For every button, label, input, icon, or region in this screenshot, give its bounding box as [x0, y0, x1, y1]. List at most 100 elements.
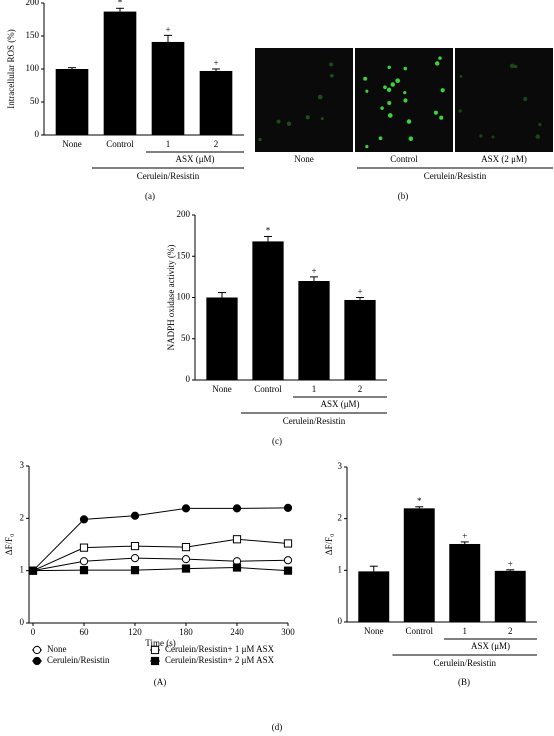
point	[79, 566, 89, 575]
significance-mark: +	[357, 287, 362, 297]
significance-mark: +	[213, 58, 218, 68]
cell-fluorescence	[329, 62, 333, 67]
bar	[55, 69, 89, 135]
y-tick-label: 150	[26, 30, 40, 40]
point	[232, 535, 242, 544]
bar	[199, 70, 233, 135]
x-tick-label: 2	[214, 139, 219, 149]
x-tick-label: 2	[358, 384, 363, 394]
y-tick-label: 50	[181, 333, 191, 343]
significance-mark: +	[311, 266, 316, 276]
significance-mark: +	[462, 531, 467, 541]
y-tick-label: 100	[177, 292, 191, 302]
x-tick-label: 60	[80, 627, 90, 637]
point	[79, 515, 89, 524]
y-tick-label: 50	[30, 96, 40, 106]
cell-fluorescence	[386, 87, 392, 92]
y-tick-label: 0	[20, 617, 25, 627]
y-tick-label: 1	[20, 565, 25, 575]
point	[181, 504, 191, 513]
cell-fluorescence	[317, 94, 323, 100]
group-label: Cerulein/Resistin	[137, 171, 200, 181]
series-line	[32, 507, 289, 572]
cell-fluorescence	[365, 145, 369, 149]
y-tick-label: 0	[186, 374, 191, 384]
cell-fluorescence	[258, 137, 262, 142]
cell-fluorescence	[439, 115, 444, 120]
y-axis-label: NADPH oxidase activity (%)	[166, 245, 176, 351]
x-tick-label: 0	[31, 627, 36, 637]
cell-fluorescence	[286, 121, 292, 126]
significance-mark: *	[118, 0, 123, 7]
x-tick-label: 180	[179, 627, 193, 637]
cell-fluorescence	[438, 56, 442, 60]
point	[181, 555, 191, 564]
subgroup-label: ASX (μM)	[175, 154, 214, 164]
y-tick-label: 2	[20, 512, 25, 522]
x-tick-label: 2	[508, 626, 513, 636]
legend-marker	[150, 656, 160, 666]
series-line	[32, 538, 289, 572]
x-tick-label: 300	[281, 627, 295, 637]
bar	[252, 241, 284, 380]
cell-fluorescence	[305, 115, 310, 120]
cell-fluorescence	[459, 74, 463, 78]
cell-fluorescence	[380, 106, 384, 110]
point	[130, 511, 140, 520]
y-tick-label: 200	[177, 209, 191, 219]
cell-fluorescence	[330, 73, 334, 78]
x-tick-label: Control	[254, 384, 282, 394]
image-label: Control	[390, 154, 418, 164]
cell-fluorescence	[387, 113, 393, 118]
micrograph	[255, 48, 353, 152]
point	[283, 566, 293, 575]
y-tick-label: 1	[338, 564, 343, 574]
point	[28, 566, 38, 575]
point	[79, 543, 89, 552]
significance-mark: *	[266, 226, 271, 236]
panel-label: (b)	[398, 191, 409, 201]
bar	[206, 297, 238, 380]
image-label: None	[294, 154, 314, 164]
y-tick-label: 3	[338, 461, 343, 471]
bar	[449, 543, 481, 622]
legend-label: Cerulein/Resistin+ 2 μM ASX	[165, 655, 275, 665]
group-label: Cerulein/Resistin	[283, 416, 346, 426]
y-tick-label: 100	[26, 63, 40, 73]
legend-marker	[32, 656, 42, 666]
cell-fluorescence	[491, 135, 495, 139]
cell-fluorescence	[390, 82, 395, 87]
point	[283, 539, 293, 548]
y-tick-label: 200	[26, 0, 40, 7]
x-tick-label: None	[212, 384, 232, 394]
cell-fluorescence	[365, 89, 369, 93]
panel-label: (c)	[272, 436, 282, 446]
point	[181, 543, 191, 552]
cell-fluorescence	[523, 96, 528, 102]
legend-label: None	[47, 644, 67, 654]
bar	[344, 299, 376, 380]
y-axis-label: ΔF/F₀	[4, 534, 14, 555]
cell-fluorescence	[276, 119, 281, 124]
point	[130, 566, 140, 575]
cell-fluorescence	[513, 64, 518, 69]
legend-label: Cerulein/Resistin+ 1 μM ASX	[165, 644, 275, 654]
x-tick-label: Control	[405, 626, 433, 636]
x-tick-label: 240	[230, 627, 244, 637]
cell-fluorescence	[535, 134, 541, 139]
y-axis-label: Intracellular ROS (%)	[6, 29, 16, 108]
point	[283, 556, 293, 565]
x-tick-label: 1	[312, 384, 317, 394]
x-tick-label: 1	[166, 139, 171, 149]
y-axis-label: ΔF/F₀	[324, 534, 334, 555]
significance-mark: +	[165, 24, 170, 34]
cell-fluorescence	[538, 122, 542, 127]
subgroup-label: ASX (μM)	[320, 399, 359, 409]
cell-fluorescence	[403, 66, 408, 71]
panel-label: (A)	[154, 677, 167, 687]
series-line	[32, 557, 289, 572]
panel-label: (a)	[145, 191, 155, 201]
legend-marker	[32, 645, 42, 655]
y-tick-label: 3	[20, 460, 25, 470]
point	[130, 554, 140, 563]
